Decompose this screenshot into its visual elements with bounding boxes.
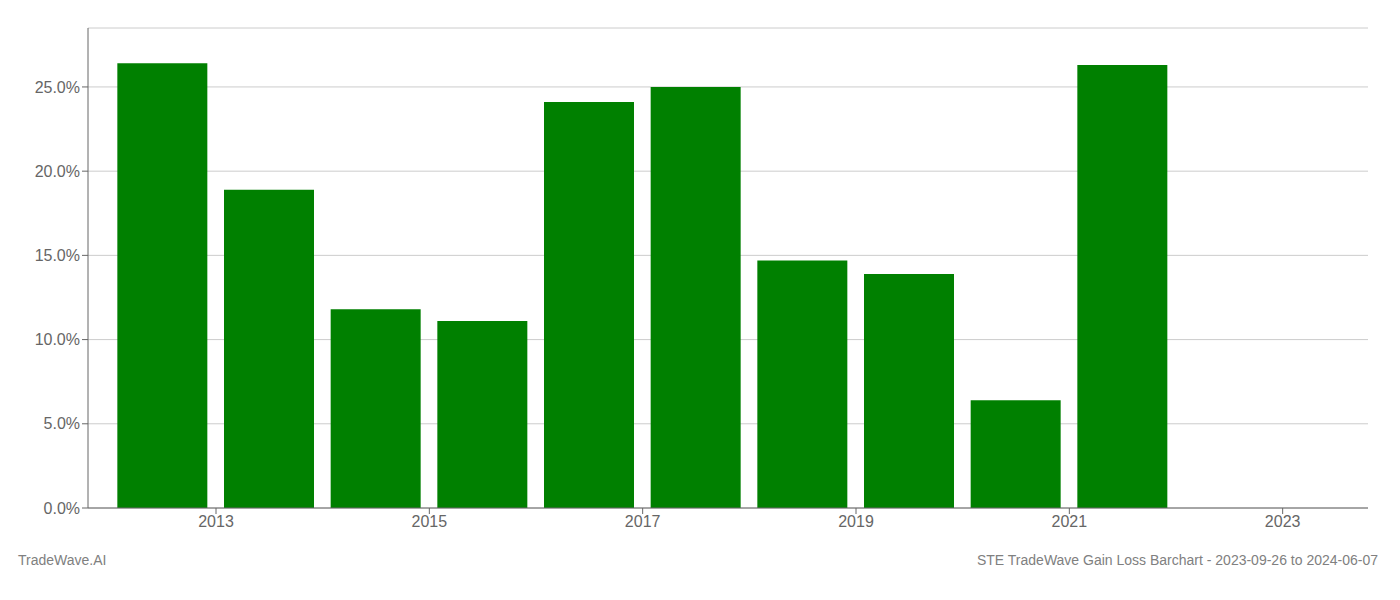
svg-text:2017: 2017 <box>625 513 661 530</box>
html-text:STE TradeWave Gain Loss Barcha: STE TradeWave Gain Loss Barchart - 2023-… <box>977 552 1378 568</box>
svg-text:0.0%: 0.0% <box>44 500 80 517</box>
svg-text:2023: 2023 <box>1265 513 1301 530</box>
svg-text:15.0%: 15.0% <box>35 247 80 264</box>
svg-text:5.0%: 5.0% <box>44 415 80 432</box>
svg-text:20.0%: 20.0% <box>35 163 80 180</box>
svg-text:2013: 2013 <box>198 513 234 530</box>
svg-text:2021: 2021 <box>1052 513 1088 530</box>
html-text:TradeWave.AI: TradeWave.AI <box>18 552 107 568</box>
svg-text:2019: 2019 <box>838 513 874 530</box>
svg-text:2015: 2015 <box>412 513 448 530</box>
svg-text:25.0%: 25.0% <box>35 79 80 96</box>
svg-text:10.0%: 10.0% <box>35 331 80 348</box>
